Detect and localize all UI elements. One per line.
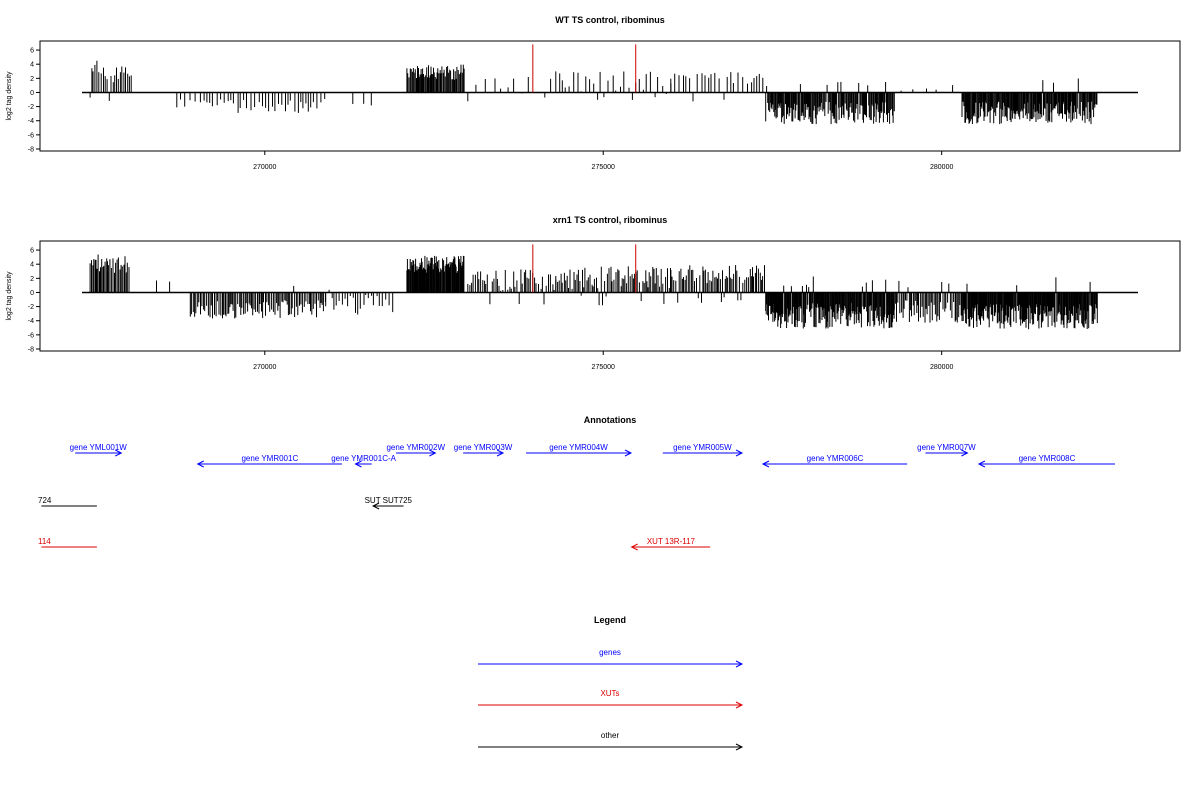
annotations-title: Annotations bbox=[584, 415, 637, 425]
legend-item: genes bbox=[478, 648, 744, 668]
y-tick-label: -6 bbox=[28, 332, 34, 339]
feature-label: gene YMR008C bbox=[1019, 454, 1076, 463]
feature-label: SUT SUT725 bbox=[365, 496, 413, 505]
legend-items: genes XUTs other bbox=[478, 648, 744, 751]
y-tick-label: 0 bbox=[30, 90, 34, 97]
highlight-bars bbox=[532, 244, 637, 293]
y-tick-label: 2 bbox=[30, 276, 34, 283]
legend-label: other bbox=[601, 731, 620, 740]
arrow-head bbox=[371, 502, 380, 510]
panel-title: WT TS control, ribominus bbox=[555, 15, 665, 25]
y-tick-label: 6 bbox=[30, 48, 34, 55]
y-tick-label: 4 bbox=[30, 62, 34, 69]
feature: 114 bbox=[38, 537, 97, 548]
x-axis: 270000 275000 280000 bbox=[253, 351, 953, 371]
y-axis: 6 4 2 0 -2 -4 -6 -8 bbox=[28, 248, 40, 354]
y-tick-label: 0 bbox=[30, 290, 34, 297]
feature-list: gene YML001W gene YMR001C gene YMR001C-A ge… bbox=[38, 443, 1115, 551]
feature-label: gene YMR005W bbox=[673, 443, 732, 452]
highlight-bars bbox=[532, 44, 637, 93]
x-tick-label: 270000 bbox=[253, 364, 276, 371]
arrow-head bbox=[630, 543, 638, 551]
arrow-head bbox=[735, 743, 744, 751]
y-tick-label: -2 bbox=[28, 304, 34, 311]
y-tick-label: -8 bbox=[28, 147, 34, 154]
y-tick-label: 4 bbox=[30, 262, 34, 269]
arrow-head bbox=[735, 449, 744, 457]
feature-label: 724 bbox=[38, 496, 52, 505]
y-tick-label: 2 bbox=[30, 76, 34, 83]
feature: gene YMR005W bbox=[662, 443, 744, 457]
arrow-head bbox=[961, 449, 969, 457]
feature-label: 114 bbox=[38, 537, 51, 546]
plot-frame bbox=[39, 40, 1181, 152]
panel-title: xrn1 TS control, ribominus bbox=[553, 215, 668, 225]
arrow-head bbox=[624, 449, 633, 457]
feature: gene YMR008C bbox=[977, 454, 1115, 468]
feature-label: gene YML001W bbox=[70, 443, 128, 452]
x-tick-label: 270000 bbox=[253, 164, 276, 171]
x-tick-label: 275000 bbox=[592, 164, 615, 171]
feature-label: gene YMR001C bbox=[241, 454, 298, 463]
feature: gene YMR007W bbox=[917, 443, 976, 457]
y-tick-label: -6 bbox=[28, 132, 34, 139]
feature: gene YMR006C bbox=[761, 454, 908, 468]
arrow-head bbox=[115, 449, 123, 457]
arrow-head bbox=[429, 449, 437, 457]
plot-frame bbox=[39, 240, 1181, 352]
feature: 724 bbox=[38, 496, 97, 507]
feature-label: gene YMR006C bbox=[807, 454, 864, 463]
arrow-head bbox=[496, 449, 505, 457]
feature: SUT SUT725 bbox=[365, 496, 413, 510]
y-tick-label: -2 bbox=[28, 104, 34, 111]
feature: gene YMR001C-A bbox=[331, 454, 397, 468]
xrn1-coverage-panel: xrn1 TS control, ribominus log2 tag dens… bbox=[6, 215, 1181, 371]
legend-item: XUTs bbox=[478, 689, 744, 709]
feature-label: gene YMR003W bbox=[454, 443, 513, 452]
y-axis: 6 4 2 0 -2 -4 -6 -8 bbox=[28, 48, 40, 154]
legend: Legend genes XUTs other bbox=[478, 615, 744, 751]
legend-title: Legend bbox=[594, 615, 626, 625]
x-axis: 270000 275000 280000 bbox=[253, 151, 953, 171]
arrow-head bbox=[761, 460, 770, 468]
arrow-head bbox=[977, 460, 986, 468]
y-tick-label: -4 bbox=[28, 318, 34, 325]
legend-label: genes bbox=[599, 648, 621, 657]
arrow-head bbox=[735, 701, 744, 709]
feature: gene YMR001C bbox=[196, 454, 342, 468]
feature-label: gene YMR002W bbox=[386, 443, 445, 452]
feature: XUT 13R-117 bbox=[630, 537, 711, 551]
x-tick-label: 280000 bbox=[930, 364, 953, 371]
feature: gene YMR002W bbox=[386, 443, 445, 457]
x-tick-label: 275000 bbox=[592, 364, 615, 371]
feature-label: gene YMR001C-A bbox=[331, 454, 396, 463]
feature: gene YML001W bbox=[70, 443, 128, 457]
legend-item: other bbox=[478, 731, 744, 751]
arrow-head bbox=[196, 460, 204, 468]
arrow-head bbox=[354, 460, 362, 468]
arrow-head bbox=[735, 660, 744, 668]
coverage-bars bbox=[89, 254, 1098, 330]
feature-label: XUT 13R-117 bbox=[647, 537, 696, 546]
legend-label: XUTs bbox=[600, 689, 619, 698]
feature: gene YMR003W bbox=[454, 443, 513, 457]
y-axis-label: log2 tag density bbox=[6, 271, 13, 321]
y-tick-label: 6 bbox=[30, 248, 34, 255]
y-tick-label: -4 bbox=[28, 118, 34, 125]
wt-coverage-panel: WT TS control, ribominus log2 tag densit… bbox=[6, 15, 1181, 171]
x-tick-label: 280000 bbox=[930, 164, 953, 171]
y-axis-label: log2 tag density bbox=[6, 71, 13, 121]
feature-label: gene YMR007W bbox=[917, 443, 976, 452]
feature: gene YMR004W bbox=[526, 443, 633, 457]
feature-label: gene YMR004W bbox=[549, 443, 608, 452]
coverage-bars bbox=[89, 60, 1098, 125]
y-tick-label: -8 bbox=[28, 347, 34, 354]
